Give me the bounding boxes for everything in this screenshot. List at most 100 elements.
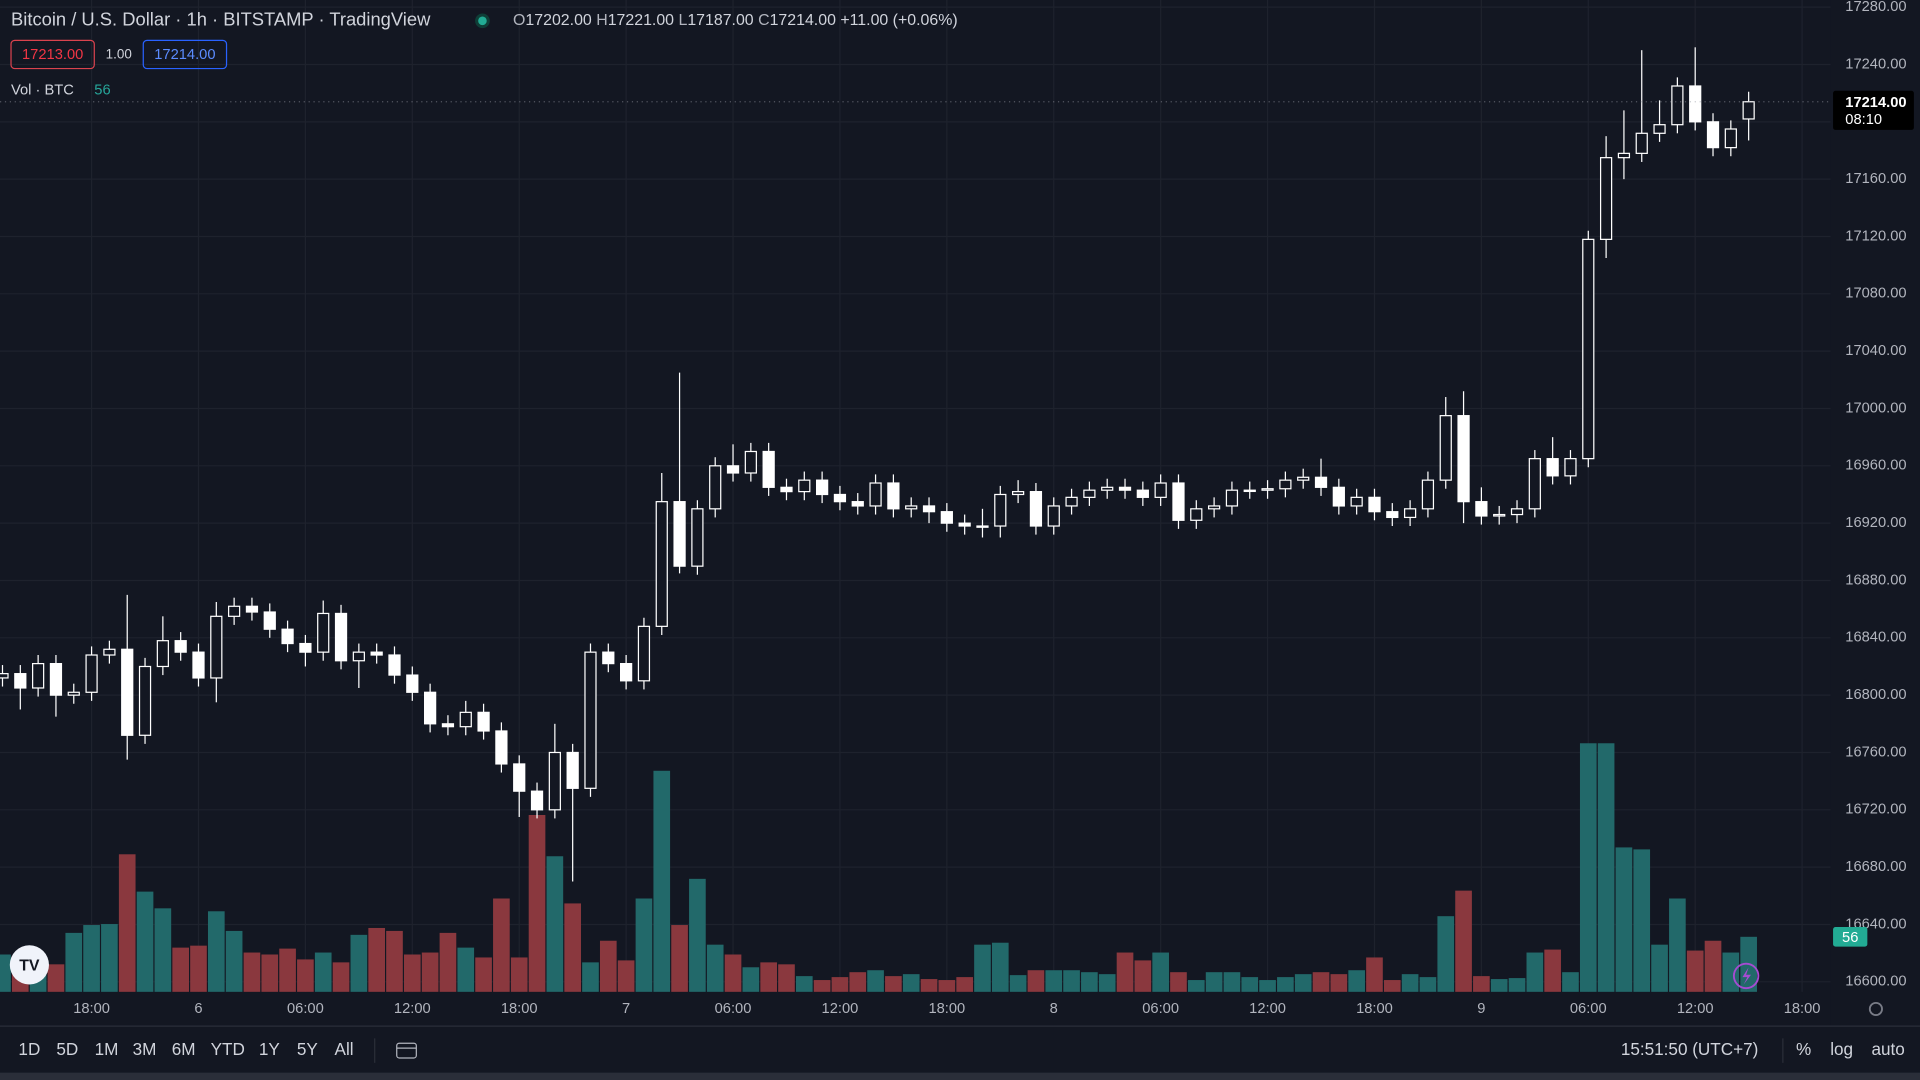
- candle-body: [1439, 415, 1452, 481]
- candle-body: [1350, 496, 1363, 507]
- range-button[interactable]: 1Y: [259, 1039, 281, 1059]
- bid-price[interactable]: 17213.00: [22, 47, 83, 63]
- candle-body: [1207, 505, 1221, 510]
- candle-body: [1653, 124, 1666, 134]
- candle-body: [709, 465, 722, 510]
- volume-bar: [314, 952, 332, 992]
- volume-bar: [1312, 972, 1330, 992]
- candle-body: [1190, 508, 1203, 521]
- volume-bar: [1562, 972, 1579, 992]
- x-tick-label: 06:00: [1570, 1001, 1607, 1017]
- candle-body: [940, 511, 953, 524]
- ask-price[interactable]: 17214.00: [154, 47, 215, 63]
- ohlc-value: 17221.00: [608, 12, 674, 29]
- candle-body: [1493, 513, 1506, 517]
- volume-bar: [1401, 974, 1419, 992]
- settings-icon[interactable]: [1868, 1001, 1883, 1017]
- candle-body: [1421, 479, 1435, 510]
- candle-body: [1243, 489, 1256, 493]
- volume-bar: [635, 898, 653, 992]
- range-button[interactable]: 1M: [95, 1039, 119, 1059]
- bottom-strip: [0, 1072, 1920, 1080]
- volume-bar: [101, 924, 118, 992]
- candle-body: [1599, 157, 1613, 240]
- candle-body: [299, 642, 312, 653]
- candle-body: [1457, 415, 1470, 503]
- volume-bar: [671, 925, 688, 992]
- volume-bar: [1722, 952, 1740, 992]
- y-tick-label: 16680.00: [1845, 859, 1906, 875]
- volume-bar: [1063, 970, 1080, 992]
- range-button[interactable]: 3M: [133, 1039, 157, 1059]
- alert-icon[interactable]: [1732, 962, 1760, 990]
- range-button[interactable]: 5D: [56, 1039, 78, 1059]
- y-tick-label: 17000.00: [1845, 400, 1906, 416]
- candle-body: [352, 651, 365, 662]
- y-tick-label: 16800.00: [1845, 687, 1906, 703]
- volume-bar: [689, 878, 706, 992]
- scale-option[interactable]: %: [1796, 1039, 1811, 1059]
- candle-body: [477, 711, 490, 732]
- volume-bar: [1597, 743, 1615, 992]
- candle-body: [388, 654, 401, 676]
- volume-bar: [653, 770, 671, 992]
- candle-body: [1403, 508, 1417, 519]
- volume-bar: [243, 952, 261, 992]
- scale-option[interactable]: log: [1830, 1039, 1853, 1059]
- range-button[interactable]: 1D: [18, 1039, 40, 1059]
- x-tick-label: 06:00: [715, 1001, 752, 1017]
- volume-bar: [902, 974, 920, 992]
- volume-bar: [1098, 974, 1116, 992]
- x-tick-label: 12:00: [1249, 1001, 1286, 1017]
- price-axis: [1830, 0, 1920, 1027]
- candle-body: [673, 501, 686, 567]
- volume-bar: [1669, 898, 1686, 992]
- candle-body: [744, 450, 757, 474]
- volume-bar: [1704, 940, 1722, 992]
- candle-body: [691, 508, 704, 567]
- range-button[interactable]: 6M: [172, 1039, 196, 1059]
- ohlc-key: L: [678, 12, 687, 29]
- volume-bar: [564, 903, 581, 992]
- range-button[interactable]: All: [335, 1039, 354, 1059]
- volume-bar: [582, 962, 599, 992]
- volume-bar: [297, 959, 314, 992]
- volume-bar: [332, 962, 350, 992]
- candle-body: [156, 640, 169, 668]
- candle-body: [441, 723, 455, 728]
- volume-bar: [1615, 847, 1633, 992]
- volume-bar: [1366, 957, 1383, 992]
- y-tick-label: 16960.00: [1845, 458, 1906, 474]
- candle-body: [228, 605, 241, 617]
- candle-body: [1671, 85, 1684, 126]
- volume-bar: [1348, 970, 1365, 992]
- candle-body: [406, 674, 419, 693]
- candle-body: [548, 751, 561, 811]
- volume-bar: [1437, 916, 1455, 992]
- y-tick-label: 17240.00: [1845, 56, 1906, 72]
- volume-bar: [386, 930, 403, 992]
- y-tick-label: 16920.00: [1845, 515, 1906, 531]
- last-price-label: 17214.00: [1845, 95, 1906, 111]
- volume-bar: [118, 854, 136, 992]
- range-button[interactable]: 5Y: [297, 1039, 319, 1059]
- date-range-icon[interactable]: [396, 1042, 417, 1059]
- candle-body: [424, 691, 437, 725]
- y-tick-label: 16840.00: [1845, 630, 1906, 646]
- candle-body: [1475, 501, 1488, 517]
- volume-bar: [225, 930, 243, 992]
- volume-bar: [1686, 950, 1704, 992]
- candle-body: [0, 673, 9, 679]
- x-tick-label: 18:00: [1356, 1001, 1393, 1017]
- sell-button[interactable]: [10, 39, 95, 70]
- candle-body: [637, 625, 651, 682]
- volume-bar: [1223, 972, 1241, 992]
- candle-body: [1386, 511, 1399, 519]
- tv-logo[interactable]: [9, 945, 49, 985]
- candle-body: [1279, 479, 1292, 490]
- buy-button[interactable]: [142, 39, 228, 70]
- scale-option[interactable]: auto: [1871, 1039, 1904, 1059]
- range-button[interactable]: YTD: [211, 1039, 245, 1059]
- volume-bar: [920, 979, 938, 992]
